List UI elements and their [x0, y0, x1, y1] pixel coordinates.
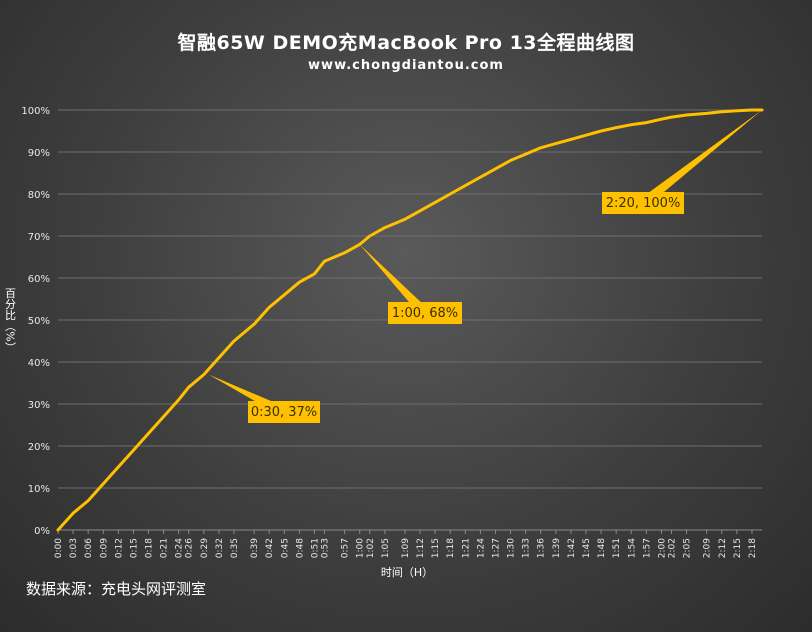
chart-title: 智融65W DEMO充MacBook Pro 13全程曲线图 [177, 32, 635, 54]
y-tick-label: 20% [28, 442, 50, 453]
y-tick-label: 100% [21, 106, 50, 117]
y-axis-ticks: 0% 10% 20% 30% 40% 50% 60% 70% 80% 90% 100% [21, 106, 50, 537]
x-tick-label: 0:48 [295, 538, 305, 558]
series-layer [56, 108, 764, 532]
x-tick-label: 1:09 [401, 538, 411, 558]
x-tick-label: 1:57 [642, 538, 652, 558]
y-tick-label: 60% [28, 274, 50, 285]
x-tick-label: 2:02 [667, 538, 677, 558]
x-tick-label: 0:51 [310, 538, 320, 558]
chart-subtitle: www.chongdiantou.com [308, 58, 504, 73]
x-tick-label: 1:48 [597, 538, 607, 558]
y-tick-label: 90% [28, 148, 50, 159]
x-tick-label: 1:12 [416, 538, 426, 558]
x-tick-label: 1:24 [476, 538, 486, 558]
y-tick-label: 40% [28, 358, 50, 369]
y-axis-label: 百分比（%） [4, 287, 17, 352]
x-tick-label: 0:09 [99, 538, 109, 558]
x-tick-label: 1:39 [552, 538, 562, 558]
callout-label: 0:30, 37% [251, 405, 317, 420]
x-tick-label: 1:42 [567, 538, 577, 558]
x-tick-label: 1:30 [507, 538, 517, 558]
x-tick-label: 0:03 [69, 538, 79, 558]
y-tick-label: 10% [28, 484, 50, 495]
x-tick-label: 2:12 [718, 538, 728, 558]
x-tick-label: 1:15 [431, 538, 441, 558]
x-axis-label: 时间（H） [381, 566, 433, 579]
x-tick-label: 0:00 [54, 538, 64, 558]
callout-pointer [359, 244, 429, 317]
x-tick-label: 0:29 [200, 538, 210, 558]
x-tick-label: 0:39 [250, 538, 260, 558]
x-tick-label: 0:24 [175, 538, 185, 558]
callout-label: 1:00, 68% [392, 306, 458, 321]
x-tick-label: 0:06 [84, 538, 94, 558]
x-tick-label: 2:09 [703, 538, 713, 558]
x-tick-label: 1:51 [612, 538, 622, 558]
x-tick-label: 1:54 [627, 538, 637, 558]
x-tick-label: 0:53 [321, 538, 331, 558]
y-tick-label: 50% [28, 316, 50, 327]
x-tick-label: 1:36 [537, 538, 547, 558]
x-tick-label: 2:18 [748, 538, 758, 558]
x-tick-label: 0:15 [129, 538, 139, 558]
y-tick-label: 80% [28, 190, 50, 201]
callout-pointer [639, 110, 762, 207]
x-tick-label: 0:21 [160, 538, 170, 558]
y-tick-label: 0% [34, 526, 50, 537]
data-callout: 0:30, 37% [208, 374, 320, 423]
x-tick-label: 2:00 [657, 538, 667, 558]
x-tick-label: 0:18 [145, 538, 155, 558]
series-line [56, 108, 764, 532]
x-tick-label: 0:35 [230, 538, 240, 558]
x-tick-label: 0:42 [265, 538, 275, 558]
x-tick-label: 0:12 [114, 538, 124, 558]
callout-label: 2:20, 100% [606, 196, 681, 211]
x-tick-label: 0:32 [215, 538, 225, 558]
y-tick-label: 30% [28, 400, 50, 411]
callouts-layer: 0:30, 37% 1:00, 68% 2:20, 100% [208, 110, 762, 423]
data-callout: 2:20, 100% [602, 110, 762, 214]
x-tick-label: 2:15 [733, 538, 743, 558]
callout-box [388, 302, 462, 324]
callout-box [248, 401, 320, 423]
x-tick-label: 0:26 [185, 538, 195, 558]
x-tick-label: 2:05 [683, 538, 693, 558]
x-tick-label: 1:33 [522, 538, 532, 558]
y-tick-label: 70% [28, 232, 50, 243]
x-tick-label: 0:57 [341, 538, 351, 558]
x-tick-label: 1:02 [366, 538, 376, 558]
x-tick-label: 1:27 [491, 538, 501, 558]
data-source: 数据来源：充电头网评测室 [26, 580, 207, 598]
x-tick-label: 1:00 [356, 538, 366, 558]
x-tick-label: 1:45 [582, 538, 592, 558]
x-tick-label: 1:21 [461, 538, 471, 558]
x-tick-label: 1:05 [381, 538, 391, 558]
x-tick-label: 0:45 [280, 538, 290, 558]
x-tick-label: 1:18 [446, 538, 456, 558]
data-callout: 1:00, 68% [359, 244, 462, 324]
callout-box [602, 192, 684, 214]
x-axis-ticks: 0:00 0:03 0:06 0:09 0:12 0:15 0:18 0:21 0:24 0:26… [54, 530, 758, 558]
